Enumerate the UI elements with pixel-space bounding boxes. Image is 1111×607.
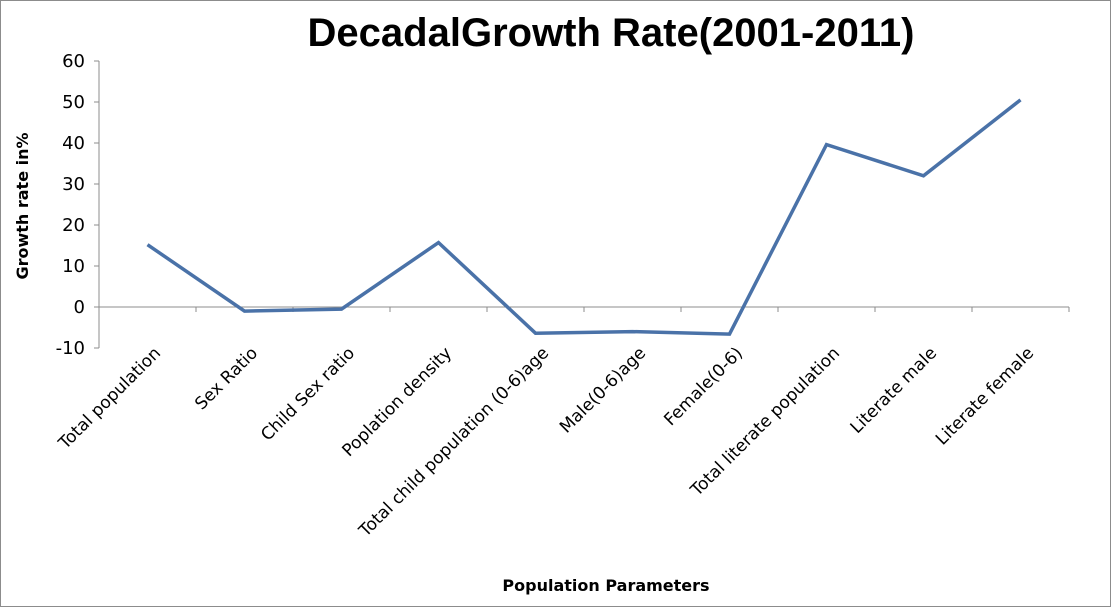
x-tick-label: Child Sex ratio <box>257 343 359 445</box>
axes <box>94 60 1070 349</box>
series-line <box>146 98 1022 336</box>
y-tick-label: 50 <box>62 92 85 113</box>
y-tick-label: -10 <box>56 338 85 359</box>
x-axis-label: Population Parameters <box>502 576 709 595</box>
y-tick-label: 0 <box>74 297 85 318</box>
y-tick-label: 30 <box>62 174 85 195</box>
x-tick-label: Sex Ratio <box>191 343 262 414</box>
x-tick-label: Total child population (0-6)age <box>355 343 553 541</box>
y-axis-label: Growth rate in% <box>13 132 32 279</box>
series-group <box>146 98 1022 336</box>
x-tick-label: Male(0-6)age <box>556 343 650 437</box>
x-tick-label: Literate male <box>847 343 941 437</box>
x-tick-label: Total population <box>54 343 165 454</box>
y-tick-label: 10 <box>62 256 85 277</box>
chart-title: DecadalGrowth Rate(2001-2011) <box>308 11 915 55</box>
x-tick-label: Literate female <box>932 343 1038 449</box>
tick-labels: -10 0 10 20 30 40 50 60 Total population Sex Rati… <box>54 51 1038 542</box>
y-tick-label: 60 <box>62 51 85 72</box>
y-tick-label: 40 <box>62 133 85 154</box>
y-tick-label: 20 <box>62 215 85 236</box>
x-tick-label: Female(0-6) <box>660 343 747 430</box>
